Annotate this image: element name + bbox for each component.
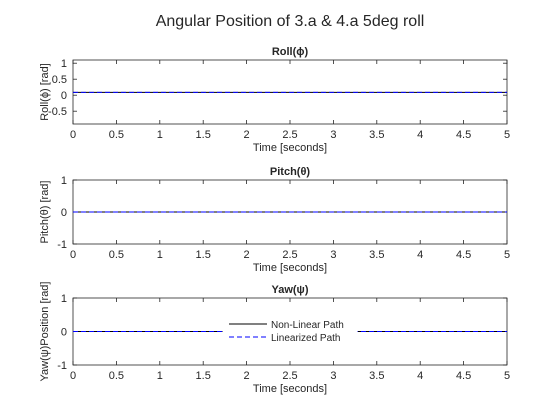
x-tick-label: 0.5 bbox=[109, 249, 124, 261]
x-tick-label: 3 bbox=[330, 129, 336, 141]
x-axis-label: Time [seconds] bbox=[253, 383, 327, 395]
y-tick-label: 1 bbox=[61, 293, 67, 305]
x-tick-label: 2 bbox=[244, 370, 250, 382]
x-tick-label: 3.5 bbox=[369, 370, 384, 382]
y-tick-label: -1 bbox=[57, 360, 67, 372]
legend-box bbox=[222, 315, 358, 345]
x-tick-label: 3 bbox=[330, 370, 336, 382]
x-tick-label: 4.5 bbox=[456, 129, 471, 141]
y-tick-label: -1 bbox=[57, 239, 67, 251]
x-tick-label: 4 bbox=[417, 129, 423, 141]
figure-title: Angular Position of 3.a & 4.a 5deg roll bbox=[156, 13, 425, 30]
subplot-1: 0 0.5 1 1.5 2 2.5 3 3.5 4 4.5 5-0.500.51Roll(ϕ)Tim… bbox=[39, 46, 510, 154]
subplot-title: Pitch(θ) bbox=[270, 166, 311, 178]
x-tick-label: 1 bbox=[157, 129, 163, 141]
x-tick-label: 5 bbox=[504, 129, 510, 141]
x-axis-label: Time [seconds] bbox=[253, 142, 327, 154]
y-tick-label: 0.5 bbox=[52, 74, 67, 86]
x-tick-label: 3.5 bbox=[369, 129, 384, 141]
x-tick-label: 1 bbox=[157, 370, 163, 382]
subplot-title: Yaw(ψ) bbox=[271, 284, 308, 296]
x-tick-label: 0 bbox=[70, 249, 76, 261]
x-tick-label: 2.5 bbox=[282, 129, 297, 141]
x-tick-label: 5 bbox=[504, 370, 510, 382]
x-tick-label: 4.5 bbox=[456, 370, 471, 382]
y-axis-label: Roll(ϕ) [rad] bbox=[39, 63, 51, 121]
x-tick-label: 2 bbox=[244, 129, 250, 141]
legend-label: Non-Linear Path bbox=[271, 320, 344, 331]
x-tick-label: 5 bbox=[504, 249, 510, 261]
y-tick-label: 0 bbox=[61, 207, 67, 219]
legend: Non-Linear Path Linearized Path bbox=[222, 315, 358, 345]
subplot-title: Roll(ϕ) bbox=[272, 46, 309, 58]
x-tick-label: 2 bbox=[244, 249, 250, 261]
x-tick-label: 4 bbox=[417, 370, 423, 382]
legend-label: Linearized Path bbox=[271, 333, 341, 344]
x-axis-label: Time [seconds] bbox=[253, 262, 327, 274]
x-tick-label: 0.5 bbox=[109, 370, 124, 382]
x-tick-label: 0 bbox=[70, 370, 76, 382]
x-tick-label: 3 bbox=[330, 249, 336, 261]
x-tick-label: 2.5 bbox=[282, 249, 297, 261]
x-tick-label: 1 bbox=[157, 249, 163, 261]
y-tick-label: 1 bbox=[61, 58, 67, 70]
x-tick-label: 0 bbox=[70, 129, 76, 141]
x-tick-label: 0.5 bbox=[109, 129, 124, 141]
x-tick-label: 1.5 bbox=[196, 249, 211, 261]
x-tick-label: 1.5 bbox=[196, 129, 211, 141]
x-tick-label: 4.5 bbox=[456, 249, 471, 261]
x-tick-label: 3.5 bbox=[369, 249, 384, 261]
y-tick-label: -0.5 bbox=[48, 106, 67, 118]
y-tick-label: 1 bbox=[61, 175, 67, 187]
y-tick-label: 0 bbox=[61, 327, 67, 339]
y-axis-label: Pitch(θ) [rad] bbox=[39, 181, 51, 244]
y-tick-label: 0 bbox=[61, 90, 67, 102]
x-tick-label: 2.5 bbox=[282, 370, 297, 382]
y-axis-label: Yaw(ψ)Position [rad] bbox=[39, 282, 51, 382]
x-tick-label: 4 bbox=[417, 249, 423, 261]
x-tick-label: 1.5 bbox=[196, 370, 211, 382]
